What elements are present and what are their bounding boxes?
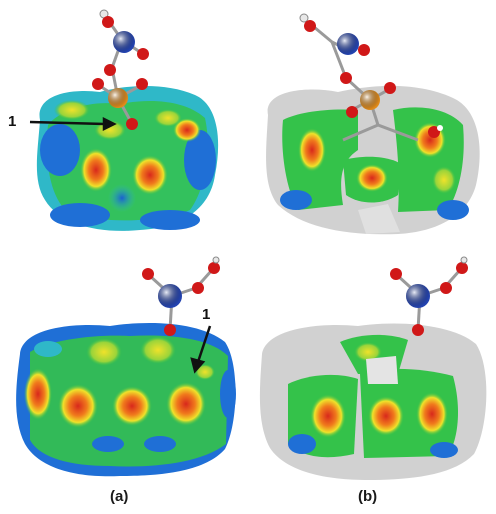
panel-label-b: (b) — [358, 488, 378, 505]
panel-b-bottom — [248, 244, 496, 484]
panel-a-top: 1 — [0, 0, 248, 240]
callout-label: 1 — [8, 113, 17, 130]
panel-a-bottom: 1 — [0, 244, 248, 484]
panel-b-top — [248, 0, 496, 240]
atom-o — [126, 118, 138, 130]
callout-arrow — [29, 116, 117, 132]
atom-o — [137, 48, 149, 60]
atom-o — [102, 16, 114, 28]
hirshfeld-surface-b-top — [266, 13, 480, 235]
atom-o — [104, 64, 116, 76]
callout-label: 1 — [202, 306, 211, 323]
hirshfeld-surface-a-top — [29, 9, 219, 231]
hirshfeld-surface-b-bottom — [259, 256, 487, 480]
atom-o — [92, 78, 104, 90]
callout-arrow — [190, 325, 212, 374]
hirshfeld-surface-a-bottom — [16, 256, 236, 477]
atom-o — [136, 78, 148, 90]
panel-label-a: (a) — [110, 488, 129, 505]
